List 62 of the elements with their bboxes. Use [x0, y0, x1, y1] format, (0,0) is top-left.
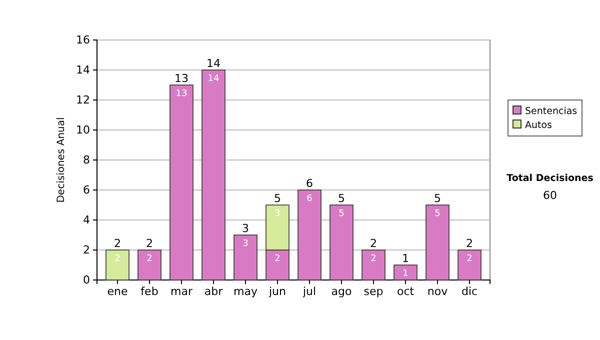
data-label: 5 [434, 209, 440, 219]
y-tick-label: 12 [76, 94, 90, 107]
total-label: 1 [402, 252, 410, 265]
data-label: 6 [306, 194, 313, 204]
data-label: 3 [242, 239, 248, 249]
total-label: 2 [146, 237, 153, 250]
bar [298, 190, 322, 280]
y-tick-label: 0 [83, 274, 90, 287]
x-tick-label: may [234, 284, 258, 298]
text: Total Decisiones [506, 173, 594, 184]
y-axis-title: Decisiones Anual [56, 117, 67, 203]
total-label: 14 [206, 57, 220, 70]
total-label: 5 [434, 192, 442, 205]
x-tick-label: sep [364, 284, 384, 298]
x-tick-label: ene [107, 284, 128, 298]
y-tick-label: 14 [76, 64, 90, 77]
y-tick-label: 16 [76, 34, 90, 47]
total-label: 5 [274, 192, 281, 205]
bar [106, 250, 130, 280]
data-label: 3 [274, 209, 280, 219]
bar [426, 204, 450, 280]
x-tick-label: abr [204, 284, 224, 298]
bar [170, 84, 194, 280]
legend-label: Sentencias [525, 106, 578, 117]
bar [362, 250, 386, 280]
x-tick-label: nov [427, 284, 448, 298]
bar [330, 204, 354, 280]
y-tick-label: 2 [83, 244, 90, 257]
data-label: 2 [114, 254, 120, 264]
data-label: 2 [146, 254, 152, 264]
y-tick-label: 6 [83, 184, 90, 197]
data-label: 2 [466, 254, 472, 264]
x-tick-label: mar [170, 284, 193, 298]
x-tick-label: oct [396, 284, 415, 298]
data-label: 5 [338, 209, 344, 219]
bar [394, 264, 418, 280]
x-tick-label: jun [268, 284, 286, 298]
total-label: 6 [306, 177, 313, 190]
total-label: 3 [242, 222, 249, 235]
total-label: 5 [338, 192, 346, 205]
x-tick-label: feb [140, 284, 158, 298]
x-tick-label: dic [461, 284, 478, 298]
x-tick-label: jul [302, 284, 316, 298]
y-tick-label: 8 [83, 154, 90, 167]
data-label: 14 [208, 74, 220, 84]
bar [138, 250, 162, 280]
y-tick-label: 10 [76, 124, 90, 137]
total-label: 2 [370, 237, 378, 250]
bar [234, 234, 258, 280]
y-tick-label: 4 [83, 214, 90, 227]
data-label: 2 [274, 254, 280, 264]
bar [458, 250, 482, 280]
total-label: 13 [174, 72, 188, 85]
data-label: 13 [176, 89, 188, 99]
text: 60 [543, 189, 557, 202]
data-label: 2 [370, 254, 376, 264]
bar [202, 70, 226, 280]
total-label: 2 [466, 237, 474, 250]
total-label: 2 [114, 237, 121, 250]
legend-label: Autos [525, 120, 552, 131]
x-tick-label: ago [331, 284, 352, 298]
data-label: 1 [402, 269, 408, 279]
